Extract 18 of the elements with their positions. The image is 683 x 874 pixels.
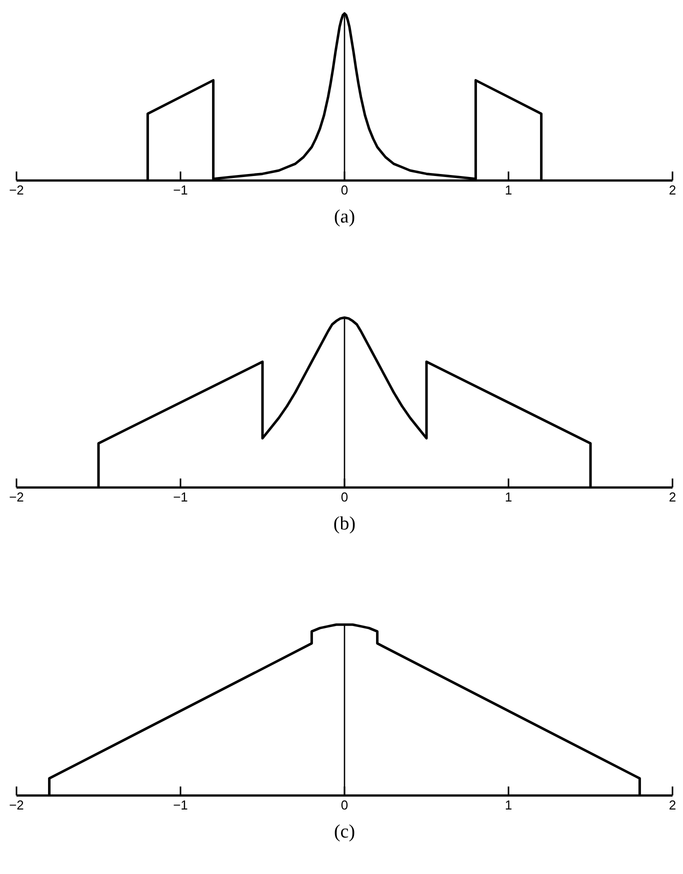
x-tick-label: 0 xyxy=(340,490,348,504)
x-tick-label: 0 xyxy=(340,798,348,812)
x-tick-label: −2 xyxy=(9,798,24,812)
text: (a) xyxy=(334,206,356,228)
x-tick-label: −2 xyxy=(9,182,24,198)
x-tick-label: 1 xyxy=(504,182,512,198)
x-tick-label: 2 xyxy=(668,490,676,504)
x-tick-label: 2 xyxy=(668,798,676,812)
x-tick-label: 2 xyxy=(668,182,676,198)
x-tick-label: −1 xyxy=(173,490,188,504)
x-tick-label: −2 xyxy=(9,490,24,504)
x-tick-label: −1 xyxy=(173,798,188,812)
text: (c) xyxy=(334,822,356,842)
x-tick-label: 1 xyxy=(504,490,512,504)
x-tick-label: 0 xyxy=(340,182,348,198)
x-tick-label: −1 xyxy=(173,182,188,198)
x-tick-label: 1 xyxy=(504,798,512,812)
text: (b) xyxy=(333,514,356,534)
